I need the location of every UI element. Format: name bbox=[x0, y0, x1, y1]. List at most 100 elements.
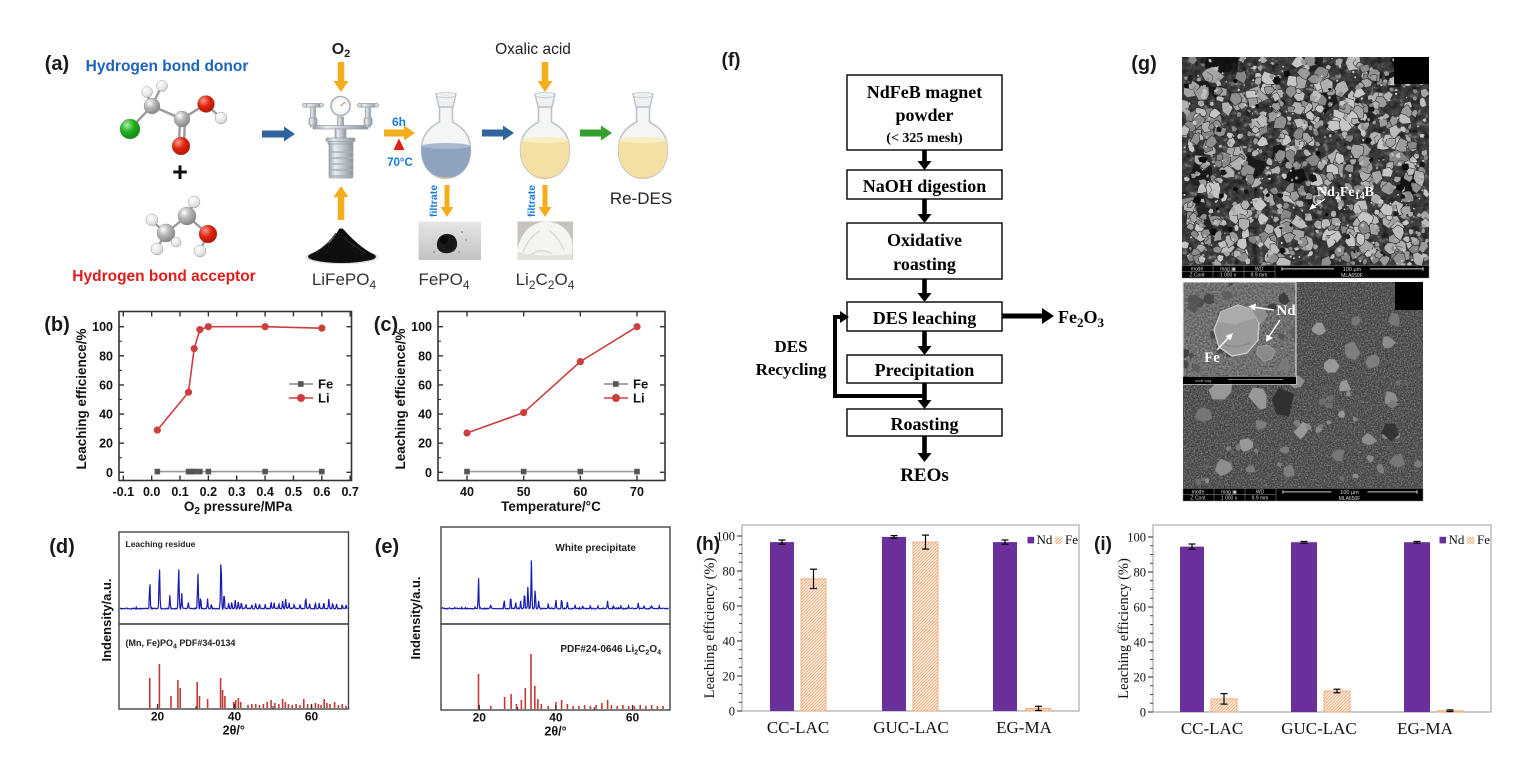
svg-text:40: 40 bbox=[228, 710, 242, 724]
svg-text:Oxalic acid: Oxalic acid bbox=[495, 41, 571, 58]
svg-text:Re-DES: Re-DES bbox=[610, 189, 672, 208]
svg-text:2θ/°: 2θ/° bbox=[544, 725, 566, 739]
svg-text:Fe: Fe bbox=[1477, 532, 1490, 547]
svg-text:Temperature/°C: Temperature/°C bbox=[501, 499, 601, 514]
svg-text:CC-LAC: CC-LAC bbox=[767, 718, 829, 737]
svg-text:40: 40 bbox=[549, 711, 563, 725]
svg-text:Fe2O3: Fe2O3 bbox=[1058, 307, 1105, 330]
svg-text:GUC-LAC: GUC-LAC bbox=[873, 718, 949, 737]
svg-text:MLA650F: MLA650F bbox=[1341, 273, 1363, 279]
svg-text:100 µm: 100 µm bbox=[1340, 490, 1359, 496]
svg-text:0.4: 0.4 bbox=[256, 485, 273, 499]
svg-text:mode mag: mode mag bbox=[1195, 379, 1212, 383]
svg-text:100: 100 bbox=[1127, 531, 1146, 545]
svg-text:Leaching efficience/%: Leaching efficience/% bbox=[74, 328, 89, 469]
svg-text:80: 80 bbox=[723, 565, 736, 579]
svg-text:Fe: Fe bbox=[1065, 532, 1078, 547]
svg-text:40: 40 bbox=[418, 408, 432, 422]
svg-text:roasting: roasting bbox=[893, 254, 956, 274]
svg-text:40: 40 bbox=[723, 635, 736, 649]
svg-text:Indensity/a.u.: Indensity/a.u. bbox=[408, 576, 423, 659]
svg-text:20: 20 bbox=[151, 710, 165, 724]
svg-text:20: 20 bbox=[99, 437, 113, 451]
svg-text:80: 80 bbox=[418, 349, 432, 363]
svg-text:20: 20 bbox=[473, 711, 487, 725]
svg-text:filtrate: filtrate bbox=[526, 185, 538, 217]
svg-text:(Mn, Fe)PO4 PDF#34-0134: (Mn, Fe)PO4 PDF#34-0134 bbox=[126, 638, 236, 651]
svg-text:0: 0 bbox=[729, 705, 735, 719]
svg-text:Fe: Fe bbox=[633, 377, 648, 392]
svg-text:70: 70 bbox=[630, 485, 644, 499]
svg-text:40: 40 bbox=[1134, 636, 1147, 650]
svg-text:60: 60 bbox=[626, 711, 640, 725]
svg-text:O2: O2 bbox=[332, 41, 351, 60]
svg-text:PDF#24-0646 Li2C2O4: PDF#24-0646 Li2C2O4 bbox=[560, 644, 661, 657]
svg-text:60: 60 bbox=[573, 485, 587, 499]
svg-text:Oxidative: Oxidative bbox=[887, 230, 962, 250]
svg-text:Indensity/a.u.: Indensity/a.u. bbox=[99, 578, 114, 661]
svg-text:Z Cont: Z Cont bbox=[1190, 496, 1206, 502]
svg-text:(f): (f) bbox=[722, 50, 741, 71]
svg-text:EG-MA: EG-MA bbox=[996, 718, 1052, 737]
svg-text:Hydrogen bond acceptor: Hydrogen bond acceptor bbox=[72, 268, 255, 285]
svg-text:Hydrogen bond donor: Hydrogen bond donor bbox=[86, 58, 249, 75]
svg-text:50: 50 bbox=[517, 485, 531, 499]
svg-text:0.5: 0.5 bbox=[285, 485, 302, 499]
svg-text:40: 40 bbox=[460, 485, 474, 499]
svg-text:CC-LAC: CC-LAC bbox=[1181, 719, 1243, 738]
svg-text:60: 60 bbox=[305, 710, 319, 724]
svg-text:Li: Li bbox=[633, 391, 645, 406]
svg-text:White precipitate: White precipitate bbox=[555, 543, 636, 554]
svg-text:0.7: 0.7 bbox=[341, 485, 358, 499]
svg-text:Li2C2O4: Li2C2O4 bbox=[516, 270, 575, 292]
svg-text:60: 60 bbox=[418, 378, 432, 392]
svg-text:NdFeB magnet: NdFeB magnet bbox=[867, 82, 983, 102]
svg-text:20: 20 bbox=[723, 670, 736, 684]
svg-text:20: 20 bbox=[1134, 671, 1147, 685]
svg-text:Leaching residue: Leaching residue bbox=[126, 539, 196, 549]
svg-text:100: 100 bbox=[716, 530, 735, 544]
svg-text:100: 100 bbox=[411, 320, 432, 334]
svg-text:(a): (a) bbox=[45, 53, 69, 75]
svg-text:0.1: 0.1 bbox=[171, 485, 188, 499]
svg-text:+: + bbox=[172, 157, 188, 187]
svg-text:70°C: 70°C bbox=[387, 157, 413, 169]
svg-text:Leaching efficiency (%): Leaching efficiency (%) bbox=[702, 558, 718, 699]
svg-text:WD: WD bbox=[1255, 267, 1264, 273]
svg-text:REOs: REOs bbox=[900, 465, 949, 486]
svg-text:EG-MA: EG-MA bbox=[1397, 719, 1453, 738]
svg-text:O2 pressure/MPa: O2 pressure/MPa bbox=[184, 499, 293, 517]
svg-text:Leaching efficiency (%): Leaching efficiency (%) bbox=[1116, 558, 1132, 699]
svg-text:Recycling: Recycling bbox=[756, 360, 827, 379]
svg-text:(i): (i) bbox=[1094, 534, 1112, 555]
svg-text:1 000 x: 1 000 x bbox=[1220, 273, 1237, 279]
svg-text:80: 80 bbox=[99, 349, 113, 363]
svg-text:60: 60 bbox=[1134, 601, 1147, 615]
svg-text:0.2: 0.2 bbox=[200, 485, 217, 499]
svg-text:9.9 mm: 9.9 mm bbox=[1252, 496, 1269, 502]
svg-text:0.6: 0.6 bbox=[313, 485, 330, 499]
svg-text:Z Cont: Z Cont bbox=[1189, 273, 1205, 279]
svg-text:Roasting: Roasting bbox=[890, 414, 958, 434]
svg-text:(d): (d) bbox=[49, 536, 75, 558]
svg-text:FePO4: FePO4 bbox=[418, 270, 469, 292]
svg-text:20: 20 bbox=[418, 437, 432, 451]
svg-text:-0.1: -0.1 bbox=[113, 485, 135, 499]
svg-text:0.0: 0.0 bbox=[143, 485, 160, 499]
svg-text:9.9 mm: 9.9 mm bbox=[1251, 273, 1268, 279]
svg-text:60: 60 bbox=[99, 378, 113, 392]
svg-text:Precipitation: Precipitation bbox=[875, 360, 975, 380]
svg-text:Nd2Fe14B: Nd2Fe14B bbox=[1317, 185, 1374, 202]
svg-text:(e): (e) bbox=[375, 536, 399, 558]
svg-text:mode: mode bbox=[1192, 490, 1205, 496]
svg-text:60: 60 bbox=[723, 600, 736, 614]
svg-text:(< 325 mesh): (< 325 mesh) bbox=[886, 131, 963, 146]
svg-text:Leaching efficience/%: Leaching efficience/% bbox=[393, 328, 408, 469]
svg-text:(g): (g) bbox=[1131, 53, 1157, 75]
svg-text:Li: Li bbox=[318, 391, 330, 406]
svg-text:MLA650F: MLA650F bbox=[1339, 496, 1361, 502]
svg-text:LiFePO4: LiFePO4 bbox=[312, 270, 377, 292]
svg-text:mode: mode bbox=[1191, 267, 1204, 273]
svg-text:0: 0 bbox=[1140, 706, 1146, 720]
svg-text:2θ/°: 2θ/° bbox=[223, 724, 245, 738]
